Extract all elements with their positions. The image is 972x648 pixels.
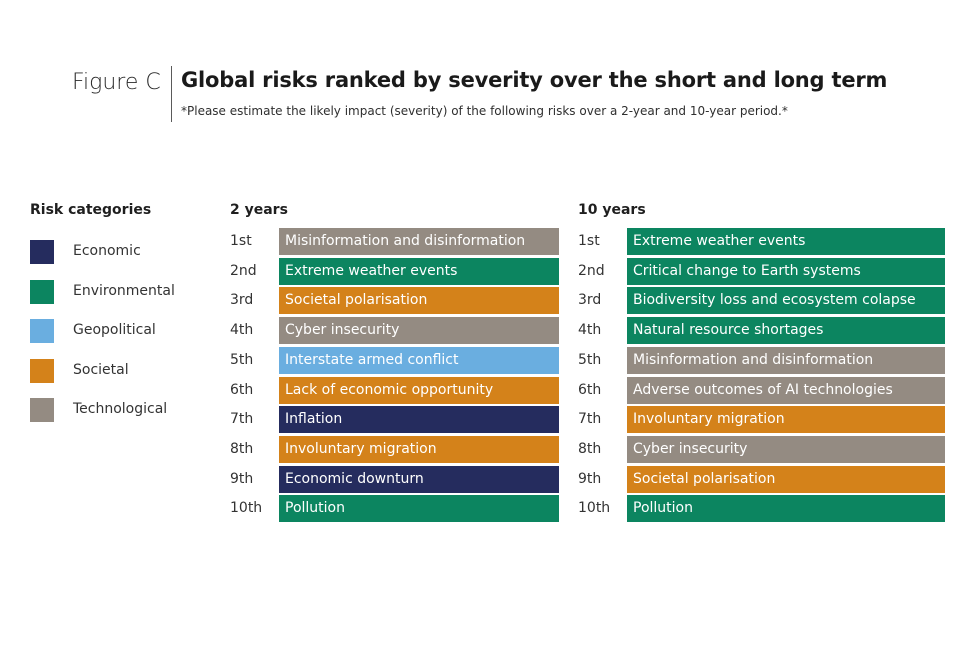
- legend-swatch: [30, 398, 54, 422]
- rank-row: 9th Economic downturn: [230, 465, 559, 493]
- risk-bar-environmental: Extreme weather events: [279, 257, 559, 285]
- rank-label: 3rd: [230, 292, 254, 309]
- legend-label: Geopolitical: [73, 322, 156, 338]
- legend-item-societal: Societal: [30, 358, 200, 385]
- title-divider: [171, 66, 172, 122]
- risk-bar-technological: Cyber insecurity: [627, 435, 945, 463]
- risk-bar-environmental: Natural resource shortages: [627, 317, 945, 345]
- rank-label: 4th: [230, 322, 254, 339]
- risk-bar-environmental: Pollution: [627, 495, 945, 523]
- rank-row: 2nd Critical change to Earth systems: [578, 257, 945, 285]
- legend-swatch: [30, 319, 54, 343]
- rank-row: 8th Involuntary migration: [230, 435, 559, 463]
- risk-bar-societal: Involuntary migration: [279, 435, 559, 463]
- legend-swatch: [30, 279, 54, 304]
- rank-row: 7th Inflation: [230, 406, 559, 434]
- rank-row: 7th Involuntary migration: [578, 406, 945, 434]
- rank-row: 4th Cyber insecurity: [230, 317, 559, 345]
- rank-label: 9th: [578, 470, 602, 487]
- rank-label: 8th: [578, 440, 602, 457]
- rank-label: 1st: [578, 233, 600, 249]
- rank-row: 1st Extreme weather events: [578, 228, 945, 255]
- risk-bar-environmental: Extreme weather events: [627, 228, 945, 255]
- risk-bar-societal: Societal polarisation: [279, 287, 559, 315]
- legend-label: Economic: [73, 243, 141, 259]
- rank-label: 2nd: [578, 262, 605, 279]
- legend-swatch: [30, 358, 54, 383]
- panel-10-years: 10 years 1st Extreme weather events 2nd Cri…: [578, 202, 945, 523]
- risk-bar-environmental: Biodiversity loss and ecosystem colapse: [627, 287, 945, 315]
- rank-row: 4th Natural resource shortages: [578, 317, 945, 345]
- panel-title: 2 years: [230, 202, 288, 218]
- risk-bar-technological: Misinformation and disinformation: [279, 228, 559, 255]
- risk-bar-technological: Cyber insecurity: [279, 317, 559, 345]
- rank-row: 1st Misinformation and disinformation: [230, 228, 559, 255]
- rank-row: 6th Lack of economic opportunity: [230, 376, 559, 404]
- risk-bar-technological: Misinformation and disinformation: [627, 346, 945, 374]
- rank-label: 10th: [230, 500, 263, 517]
- legend-label: Technological: [73, 401, 168, 417]
- panel-title: 10 years: [578, 202, 646, 218]
- rank-label: 1st: [230, 233, 252, 249]
- figure-label: Figure C: [72, 70, 161, 95]
- risk-bar-technological: Adverse outcomes of AI technologies: [627, 376, 945, 404]
- rank-row: 8th Cyber insecurity: [578, 435, 945, 463]
- legend-item-technological: Technological: [30, 398, 200, 424]
- legend-label: Societal: [73, 361, 129, 378]
- legend-item-economic: Economic: [30, 240, 200, 266]
- rank-label: 2nd: [230, 262, 257, 279]
- risk-bar-geopolitical: Interstate armed conflict: [279, 346, 559, 374]
- rank-row: 6th Adverse outcomes of AI technologies: [578, 376, 945, 404]
- rank-label: 6th: [230, 381, 254, 398]
- rank-label: 5th: [230, 351, 254, 368]
- legend-item-environmental: Environmental: [30, 279, 200, 306]
- rank-label: 8th: [230, 440, 254, 457]
- rank-row: 10th Pollution: [578, 495, 945, 523]
- panel-2-years: 2 years 1st Misinformation and disinforma…: [230, 202, 559, 523]
- legend-title: Risk categories: [30, 202, 152, 218]
- rank-row: 3rd Societal polarisation: [230, 287, 559, 315]
- rank-label: 9th: [230, 470, 254, 487]
- legend-label: Environmental: [73, 282, 175, 299]
- risk-bar-economic: Inflation: [279, 406, 559, 434]
- rank-row: 5th Misinformation and disinformation: [578, 346, 945, 374]
- chart-title: Global risks ranked by severity over the…: [181, 68, 888, 92]
- risk-bar-societal: Involuntary migration: [627, 406, 945, 434]
- risk-bar-societal: Societal polarisation: [627, 465, 945, 493]
- rank-label: 10th: [578, 500, 611, 517]
- rank-label: 3rd: [578, 292, 602, 309]
- rank-row: 10th Pollution: [230, 495, 559, 523]
- rank-row: 5th Interstate armed conflict: [230, 346, 559, 374]
- chart-subtitle: *Please estimate the likely impact (seve…: [181, 104, 788, 118]
- risk-bar-environmental: Critical change to Earth systems: [627, 257, 945, 285]
- rank-row: 2nd Extreme weather events: [230, 257, 559, 285]
- risk-bar-environmental: Pollution: [279, 495, 559, 523]
- rank-row: 9th Societal polarisation: [578, 465, 945, 493]
- rank-label: 7th: [230, 411, 254, 428]
- risk-bar-economic: Economic downturn: [279, 465, 559, 493]
- rank-label: 5th: [578, 351, 602, 368]
- legend-swatch: [30, 240, 54, 264]
- rank-label: 7th: [578, 411, 602, 428]
- rank-row: 3rd Biodiversity loss and ecosystem colap…: [578, 287, 945, 315]
- rank-label: 6th: [578, 381, 602, 398]
- risk-bar-societal: Lack of economic opportunity: [279, 376, 559, 404]
- rank-label: 4th: [578, 322, 602, 339]
- legend-item-geopolitical: Geopolitical: [30, 319, 200, 345]
